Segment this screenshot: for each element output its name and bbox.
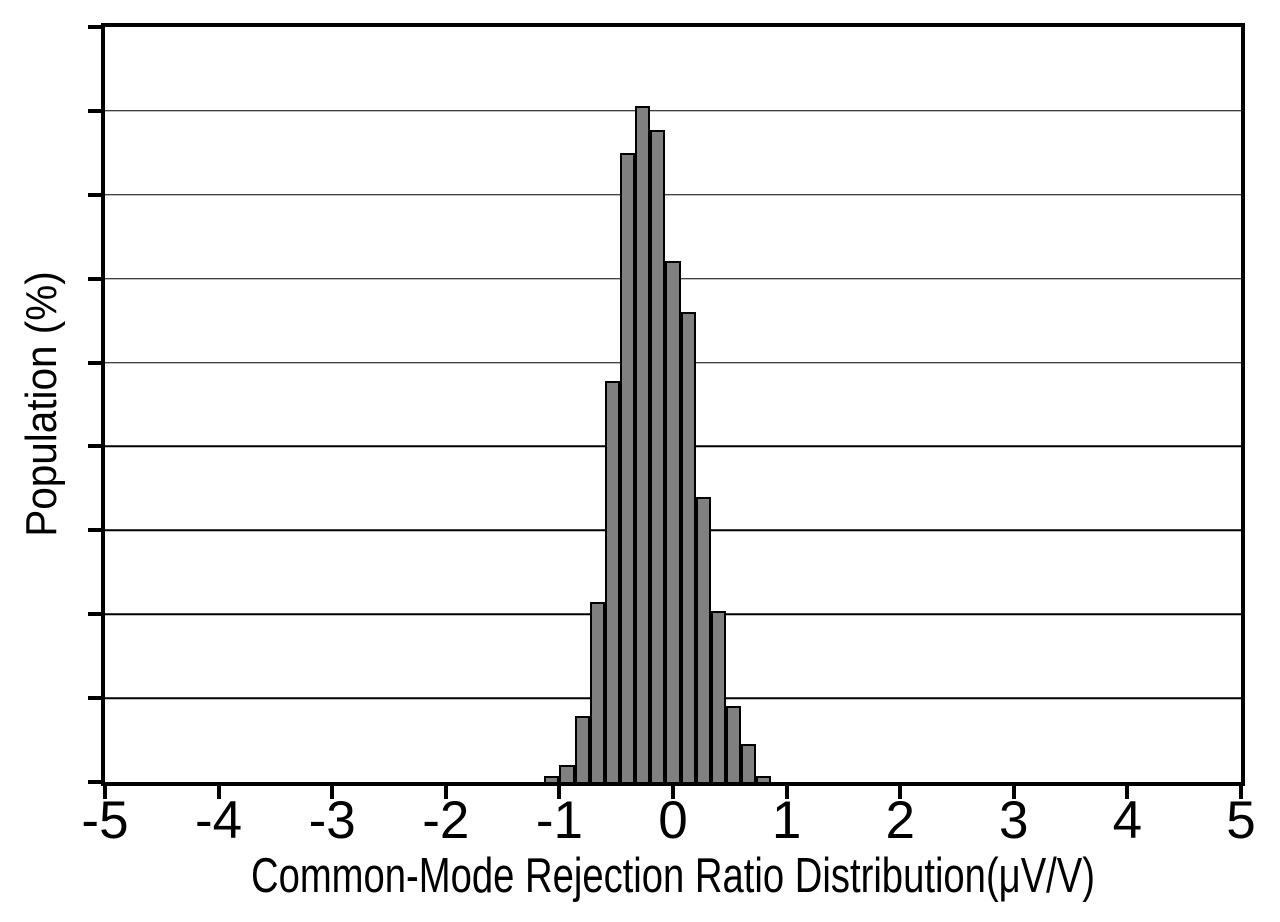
x-tick-label: 5: [1226, 791, 1256, 850]
x-axis-title: Common-Mode Rejection Ratio Distribution…: [250, 849, 1096, 903]
histogram-bar: [726, 705, 742, 782]
y-tick-mark: [88, 528, 101, 533]
y-tick-mark: [88, 360, 101, 365]
x-tick-mark: [443, 786, 448, 799]
y-tick-mark: [88, 612, 101, 617]
histogram-bar: [544, 775, 560, 782]
histogram-bar: [604, 381, 620, 782]
histogram-bar: [589, 602, 605, 782]
y-tick-mark: [88, 276, 101, 281]
y-tick-mark: [88, 444, 101, 449]
histogram-bar: [635, 106, 651, 782]
x-tick-mark: [898, 786, 903, 799]
histogram-bar: [665, 261, 681, 782]
histogram-bar: [559, 765, 575, 782]
x-tick-label: -4: [195, 791, 243, 850]
x-tick-mark: [557, 786, 562, 799]
x-tick-label: -2: [422, 791, 470, 850]
histogram-bar: [574, 715, 590, 782]
y-tick-mark: [88, 780, 101, 784]
x-tick-label: 2: [885, 791, 915, 850]
x-tick-label: -1: [535, 791, 583, 850]
histogram-bar: [695, 497, 711, 782]
x-tick-mark: [216, 786, 221, 799]
histogram-bar: [741, 744, 757, 782]
y-tick-mark: [88, 696, 101, 701]
gridline: [105, 194, 1241, 196]
x-tick-label: -3: [308, 791, 356, 850]
histogram-bar: [619, 153, 636, 782]
x-tick-mark: [1011, 786, 1016, 799]
histogram-bar: [756, 775, 772, 782]
x-tick-mark: [103, 786, 107, 799]
x-tick-mark: [1239, 786, 1243, 799]
y-tick-mark: [88, 25, 101, 29]
plot-area: [101, 23, 1245, 786]
y-tick-mark: [88, 192, 101, 197]
histogram-bar: [650, 129, 666, 782]
x-tick-label: 3: [999, 791, 1029, 850]
y-axis-title: Population (%): [17, 271, 66, 537]
x-axis-tick-labels: -5 -4 -3 -2 -1 0 1 2 3 4 5: [81, 791, 1255, 852]
gridline: [105, 110, 1241, 112]
x-tick-mark: [784, 786, 789, 799]
x-tick-label: 1: [771, 791, 802, 850]
histogram-bar: [710, 610, 726, 782]
x-tick-label: -5: [81, 791, 129, 850]
x-tick-label: 0: [658, 791, 688, 850]
x-tick-mark: [671, 786, 675, 799]
y-tick-mark: [88, 108, 101, 113]
histogram-bar: [680, 312, 696, 782]
x-tick-mark: [330, 786, 335, 799]
x-tick-mark: [1125, 786, 1130, 799]
y-axis-ticks: [88, 25, 101, 784]
x-axis-ticks: [103, 786, 1243, 800]
x-tick-label: 4: [1112, 791, 1143, 850]
